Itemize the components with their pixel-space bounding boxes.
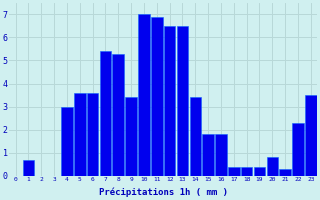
Bar — [177, 26, 188, 176]
Bar — [267, 157, 278, 176]
Bar — [164, 26, 175, 176]
Bar — [113, 54, 124, 176]
Bar — [151, 17, 163, 176]
Bar — [254, 167, 265, 176]
Bar — [228, 167, 240, 176]
Bar — [87, 93, 98, 176]
Bar — [74, 93, 85, 176]
Bar — [61, 107, 73, 176]
Bar — [215, 134, 227, 176]
Bar — [202, 134, 214, 176]
Bar — [189, 97, 201, 176]
Bar — [279, 169, 291, 176]
Bar — [23, 160, 34, 176]
Bar — [125, 97, 137, 176]
X-axis label: Précipitations 1h ( mm ): Précipitations 1h ( mm ) — [99, 188, 228, 197]
Bar — [138, 14, 150, 176]
Bar — [241, 167, 252, 176]
Bar — [305, 95, 316, 176]
Bar — [292, 123, 304, 176]
Bar — [100, 51, 111, 176]
